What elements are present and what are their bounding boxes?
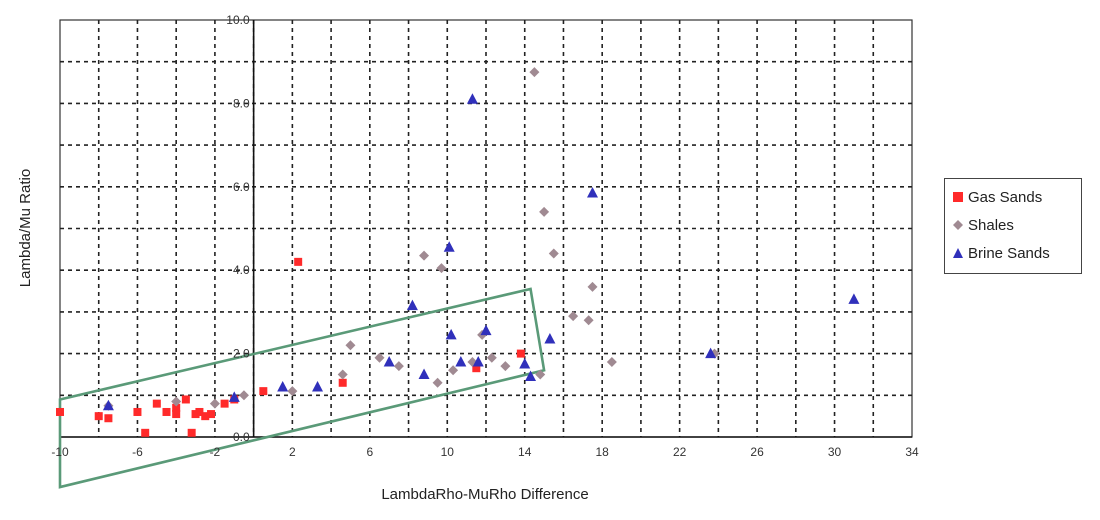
annotation-polygon	[58, 287, 546, 489]
x-tick-label: 18	[596, 445, 610, 459]
brine-sands-point	[383, 355, 395, 367]
gas-sands-point	[172, 403, 181, 412]
shales-point	[287, 386, 298, 397]
legend-label-gas-sands: Gas Sands	[968, 188, 1043, 206]
data-points	[56, 67, 860, 437]
x-tick-label: 34	[905, 445, 919, 459]
legend-label-brine-sands: Brine Sands	[968, 244, 1050, 262]
x-tick-label: 26	[750, 445, 764, 459]
y-tick-label: 4.0	[233, 263, 250, 277]
x-tick-label: 22	[673, 445, 687, 459]
brine-sands-point	[587, 187, 598, 198]
diamond-marker-icon	[953, 220, 963, 230]
gas-sands-point	[133, 407, 142, 416]
brine-sands-point	[705, 347, 717, 359]
x-tick-label: -2	[210, 445, 221, 459]
shales-point	[583, 315, 594, 326]
x-tick-label: -6	[132, 445, 143, 459]
shales-point	[238, 390, 249, 401]
brine-sands-point	[455, 355, 467, 367]
y-tick-label: 6.0	[233, 180, 250, 194]
brine-sands-point	[544, 333, 556, 344]
x-tick-label: 30	[828, 445, 842, 459]
y-tick-label: 2.0	[233, 347, 250, 361]
triangle-marker-icon	[953, 248, 963, 258]
shales-point	[548, 248, 559, 259]
legend-item-shales: Shales	[953, 213, 1014, 237]
grid-lines	[59, 19, 913, 438]
shales-point	[171, 396, 182, 407]
brine-sands-point	[418, 368, 430, 379]
y-tick-label: 8.0	[233, 96, 250, 110]
shales-point	[374, 352, 385, 363]
gas-sands-point	[195, 407, 204, 416]
brine-sands-point	[406, 299, 418, 311]
legend-item-gas-sands: Gas Sands	[953, 185, 1042, 209]
x-tick-label: 2	[289, 445, 296, 459]
y-tick-label: 0.0	[233, 430, 250, 444]
x-axis-label: LambdaRho-MuRho Difference	[381, 486, 588, 503]
brine-sands-point	[228, 391, 240, 402]
gas-sands-point	[259, 387, 268, 396]
annotation-layer	[58, 287, 546, 489]
y-tick-label: 10.0	[226, 13, 250, 27]
gas-sands-point	[516, 349, 525, 358]
gas-sands-point	[162, 407, 171, 416]
square-marker-icon	[953, 192, 963, 202]
gas-sands-point	[141, 428, 150, 437]
shales-point	[535, 369, 546, 380]
legend-item-brine-sands: Brine Sands	[953, 241, 1050, 265]
gas-sands-point	[220, 399, 229, 408]
gas-sands-point	[187, 428, 196, 437]
gas-sands-point	[181, 395, 190, 404]
brine-sands-point	[525, 370, 537, 382]
shales-point	[568, 311, 579, 322]
shales-point	[486, 352, 497, 363]
tick-labels: -10 -6 -2 2 6 10 14 18 22 26 30 340.02.04.06.08.010…	[51, 13, 919, 459]
shales-point	[448, 365, 459, 376]
gas-sands-point	[338, 378, 347, 387]
brine-sands-point	[443, 241, 455, 252]
shales-point	[587, 281, 598, 292]
brine-sands-point	[848, 293, 860, 304]
legend-label-shales: Shales	[968, 216, 1014, 234]
gas-sands-point	[201, 412, 210, 421]
x-tick-label: 6	[366, 445, 373, 459]
shales-point	[209, 398, 220, 409]
shales-point	[432, 377, 443, 388]
brine-sands-point	[519, 358, 531, 369]
gas-sands-point	[472, 364, 481, 373]
shales-point	[539, 206, 550, 217]
x-tick-label: 10	[441, 445, 455, 459]
gas-sands-point	[56, 407, 64, 416]
x-tick-label: -10	[51, 445, 69, 459]
shales-point	[500, 361, 511, 372]
shales-point	[606, 356, 617, 367]
shales-point	[529, 67, 540, 78]
brine-sands-point	[445, 328, 457, 340]
shales-point	[337, 369, 348, 380]
brine-sands-point	[472, 355, 484, 367]
gas-sands-point	[152, 399, 161, 408]
legend: Gas Sands Shales Brine Sands	[944, 178, 1082, 274]
x-tick-label: 14	[518, 445, 532, 459]
brine-sands-point	[102, 399, 114, 411]
brine-sands-point	[466, 93, 478, 104]
brine-sands-point	[480, 324, 492, 336]
shales-point	[345, 340, 356, 351]
brine-sands-point	[312, 380, 324, 392]
shales-point	[436, 263, 447, 274]
shales-point	[393, 361, 404, 372]
y-axis-label: Lambda/Mu Ratio	[17, 169, 34, 287]
gas-sands-point	[104, 414, 113, 423]
gas-sands-point	[294, 257, 303, 266]
gas-sands-point	[94, 412, 103, 421]
gas-sands-point	[172, 410, 181, 419]
gas-sands-point	[207, 410, 216, 419]
brine-sands-point	[277, 380, 289, 392]
shales-point	[419, 250, 430, 261]
